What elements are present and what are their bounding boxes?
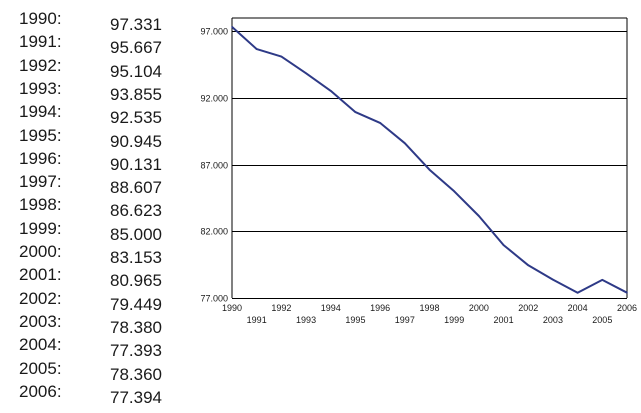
x-tick-label: 1993	[296, 315, 316, 325]
y-tick-label: 97.000	[200, 27, 228, 37]
values-table: 1990: 97.331 1991: 95.667 1992: 95.104 1993: 93…	[0, 0, 185, 413]
data-point	[502, 244, 505, 246]
table-row: 1998: 86.623	[0, 195, 185, 221]
year-label: 1995:	[19, 125, 62, 145]
year-label: 1998:	[19, 195, 62, 215]
y-tick-label: 77.000	[200, 294, 228, 304]
y-axis-ticks: 77.000 82.000 87.000 92.000 97.000	[200, 27, 228, 304]
x-tick-label: 1999	[444, 315, 464, 325]
year-label: 1996:	[19, 148, 62, 168]
x-tick-label: 1996	[370, 303, 390, 313]
value-label: 95.667	[110, 38, 162, 58]
x-tick-label: 1994	[321, 303, 341, 313]
table-row: 2004: 77.393	[0, 335, 185, 361]
value-label: 77.393	[110, 341, 162, 361]
value-label: 95.104	[110, 61, 162, 81]
x-tick-label: 1992	[271, 303, 291, 313]
year-label: 1992:	[19, 55, 62, 75]
x-tick-label: 2005	[592, 315, 612, 325]
value-label: 90.945	[110, 131, 162, 151]
table-row: 1997: 88.607	[0, 172, 185, 198]
value-label: 80.965	[110, 271, 162, 291]
year-label: 2002:	[19, 288, 62, 308]
table-row: 1990: 97.331	[0, 9, 185, 34]
year-label: 2003:	[19, 311, 62, 331]
year-label: 1997:	[19, 172, 62, 192]
year-label: 2005:	[19, 358, 62, 378]
x-tick-label: 1990	[222, 303, 242, 313]
data-point	[576, 291, 579, 294]
data-point	[231, 26, 233, 28]
value-label: 92.535	[110, 108, 162, 128]
year-label: 1993:	[19, 78, 62, 98]
table-row: 1993: 93.855	[0, 78, 185, 104]
series-line	[231, 26, 628, 294]
data-point	[354, 111, 357, 113]
value-label: 78.380	[110, 317, 162, 337]
value-label: 93.855	[110, 84, 162, 104]
table-row: 1996: 90.131	[0, 148, 185, 174]
table-row: 1999: 85.000	[0, 218, 185, 244]
value-label: 83.153	[110, 248, 162, 267]
value-label: 88.607	[110, 178, 162, 198]
table-row: 2000: 83.153	[0, 242, 185, 267]
y-tick-label: 82.000	[200, 227, 228, 237]
data-point	[379, 122, 381, 124]
year-label: 1994:	[19, 102, 62, 122]
table-row: 2005: 78.360	[0, 358, 185, 384]
year-label: 2001:	[19, 265, 62, 285]
x-axis-ticks: 1990 1992 1994 1996 1998 2000 2002 2004 2006 1991…	[222, 303, 637, 325]
value-label: 77.394	[110, 387, 162, 407]
x-tick-label: 2003	[543, 315, 563, 325]
year-label: 1999:	[19, 218, 62, 238]
table-row: 1994: 92.535	[0, 102, 185, 128]
x-tick-label: 2004	[568, 303, 588, 313]
table-row: 2006: 77.394	[0, 381, 185, 407]
plot-area	[231, 17, 628, 298]
data-point	[552, 278, 554, 281]
value-label: 85.000	[110, 224, 162, 244]
year-label: 1991:	[19, 32, 62, 52]
table-row: 2001: 80.965	[0, 265, 185, 291]
value-label: 79.449	[110, 294, 162, 314]
value-label: 90.131	[110, 154, 162, 174]
data-point	[404, 142, 406, 145]
data-point	[280, 55, 283, 58]
x-tick-label: 1995	[345, 315, 365, 325]
table-row: 2003: 78.380	[0, 311, 185, 337]
x-tick-label: 2001	[494, 315, 514, 325]
data-point	[453, 190, 455, 193]
value-label: 97.331	[110, 15, 162, 34]
data-point	[626, 291, 628, 294]
x-tick-label: 2000	[469, 303, 489, 313]
y-tick-label: 87.000	[200, 161, 228, 171]
value-label: 78.360	[110, 364, 162, 384]
data-point	[305, 72, 307, 75]
x-tick-label: 2006	[617, 303, 637, 313]
data-point	[601, 279, 604, 281]
x-tick-label: 1998	[419, 303, 439, 313]
table-row: 1992: 95.104	[0, 55, 185, 81]
y-tick-label: 92.000	[200, 94, 228, 104]
data-point	[428, 168, 431, 171]
x-tick-label: 1991	[247, 315, 267, 325]
year-label: 2006:	[19, 381, 62, 401]
data-point	[255, 48, 258, 50]
table-row: 2002: 79.449	[0, 288, 185, 314]
data-point	[478, 215, 480, 217]
x-tick-label: 2002	[518, 303, 538, 313]
value-label: 86.623	[110, 201, 162, 221]
table-row: 1991: 95.667	[0, 32, 185, 58]
year-label: 1990:	[19, 9, 62, 28]
year-label: 2004:	[19, 335, 62, 355]
x-tick-label: 1997	[395, 315, 415, 325]
year-label: 2000:	[19, 242, 62, 261]
gridlines	[232, 31, 627, 299]
data-point	[527, 264, 530, 267]
series	[231, 26, 628, 294]
table-row: 1995: 90.945	[0, 125, 185, 151]
data-point	[329, 90, 332, 92]
